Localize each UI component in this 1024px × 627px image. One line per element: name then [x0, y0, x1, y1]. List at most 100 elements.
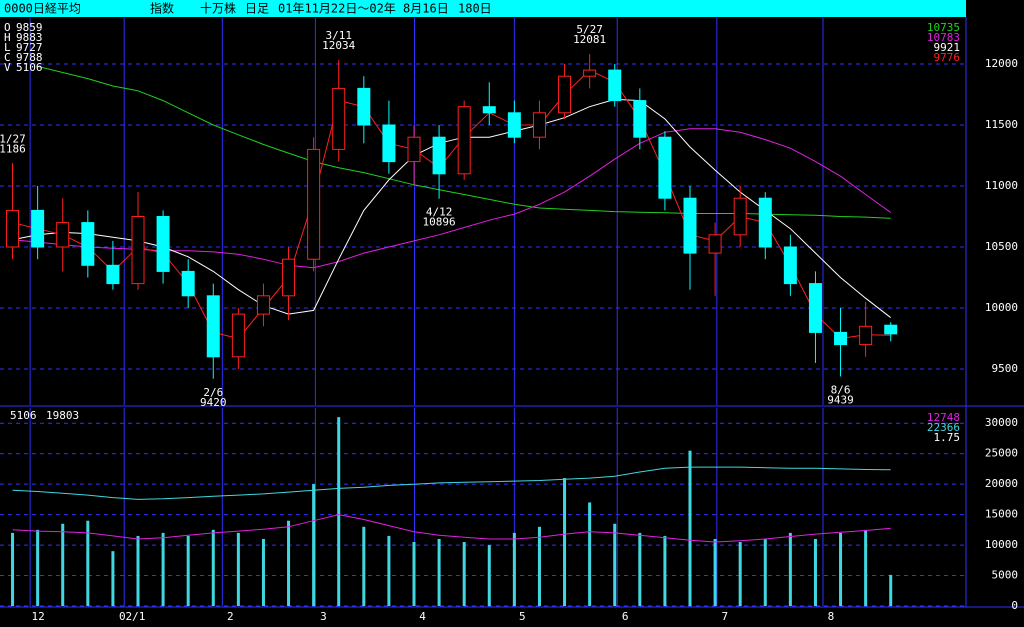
y-tick-label: 0 — [1011, 599, 1018, 612]
moving-average — [37, 65, 891, 219]
annotation-date: 3/11 — [325, 29, 352, 42]
legend-value: 9921 — [934, 41, 961, 54]
volume-bar — [864, 529, 868, 606]
annotation-value: 1186 — [0, 142, 26, 155]
legend-value: 9776 — [934, 51, 961, 64]
y-tick-label: 10000 — [985, 538, 1018, 551]
ohlcv-value: 9859 — [16, 21, 43, 34]
volume-bar — [813, 538, 817, 606]
volume-bar — [186, 535, 190, 606]
volume-bar — [61, 523, 65, 606]
candle-body — [808, 283, 822, 333]
volume-info: 5106 — [10, 409, 37, 422]
y-tick-label: 10000 — [985, 301, 1018, 314]
volume-bar — [261, 538, 265, 606]
candle-body — [733, 197, 747, 236]
volume-bar — [462, 542, 466, 606]
annotation-value: 12081 — [573, 33, 606, 46]
x-tick-label: 4 — [419, 610, 426, 623]
candle-body — [457, 106, 471, 175]
y-tick-label: 20000 — [985, 477, 1018, 490]
y-tick-label: 11500 — [985, 118, 1018, 131]
ohlcv-value: 9727 — [16, 41, 43, 54]
volume-bar — [588, 502, 592, 606]
candle-body — [231, 313, 245, 358]
candle-body — [532, 112, 546, 138]
candle-body — [407, 136, 421, 163]
volume-bar — [86, 520, 90, 606]
volume-bar — [763, 538, 767, 606]
volume-bar — [563, 478, 567, 606]
x-tick-label: 2 — [227, 610, 234, 623]
annotation-date: 1/27 — [0, 132, 26, 145]
candle-body — [834, 331, 848, 346]
candle-body — [181, 270, 195, 297]
candle-body — [256, 295, 270, 315]
y-tick-label: 9500 — [992, 362, 1019, 375]
annotation-date: 5/27 — [576, 23, 603, 36]
period: 日足 — [245, 2, 269, 16]
x-tick-label: 7 — [722, 610, 729, 623]
ohlcv-label: O — [4, 21, 11, 34]
volume-ratio: 1.75 — [934, 431, 961, 444]
volume-bar — [312, 484, 316, 606]
candle-body — [81, 222, 95, 266]
candle-body — [156, 216, 170, 272]
kind: 指数 — [150, 1, 174, 16]
legend-value: 22366 — [927, 421, 960, 434]
candle-body — [282, 258, 296, 297]
volume-bar — [663, 535, 667, 606]
volume-bar — [387, 535, 391, 606]
volume-bar — [11, 532, 15, 606]
legend-value: 12748 — [927, 411, 960, 424]
ohlcv-label: H — [4, 31, 11, 44]
moving-average — [12, 466, 891, 500]
volume-bar — [512, 532, 516, 606]
volume-bar — [487, 545, 491, 606]
ohlcv-value: 9883 — [16, 31, 43, 44]
range: 01年11月22日～02年 8月16日 — [278, 2, 449, 16]
candle-body — [758, 197, 772, 248]
candle-body — [206, 295, 220, 358]
candle-body — [56, 222, 70, 248]
volume-bar — [713, 538, 717, 606]
volume-bar — [136, 535, 140, 606]
candle-body — [382, 124, 396, 163]
volume-bar — [638, 532, 642, 606]
x-tick-label: 5 — [519, 610, 526, 623]
ohlcv-label: C — [4, 51, 11, 64]
ohlcv-value: 9788 — [16, 51, 43, 64]
y-tick-label: 11000 — [985, 179, 1018, 192]
symbol: 0000日経平均 — [4, 2, 81, 16]
ohlcv-value: 5106 — [16, 61, 43, 74]
y-tick-label: 10500 — [985, 240, 1018, 253]
volume-bar — [36, 529, 40, 606]
candle-body — [432, 136, 446, 175]
candle-body — [783, 246, 797, 285]
days: 180日 — [458, 2, 492, 16]
volume-bar — [613, 523, 617, 606]
candle-body — [31, 209, 45, 248]
volume-bar — [839, 532, 843, 606]
volume-bar — [889, 574, 893, 606]
candle-body — [608, 69, 622, 102]
volume-bar — [161, 532, 165, 606]
x-tick-label: 8 — [828, 610, 835, 623]
candle-body — [558, 75, 572, 114]
ohlcv-label: V — [4, 61, 11, 74]
annotation-date: 4/12 — [426, 206, 453, 219]
annotation-date: 8/6 — [831, 383, 851, 396]
candle-body — [884, 324, 898, 335]
volume-bar — [412, 542, 416, 606]
candle-body — [658, 136, 672, 199]
legend-value: 10783 — [927, 31, 960, 44]
candle-body — [332, 87, 346, 150]
volume-bar — [111, 551, 115, 606]
volume-bar — [688, 450, 692, 606]
annotation-value: 9420 — [200, 396, 227, 409]
y-tick-label: 12000 — [985, 57, 1018, 70]
volume-bar — [337, 417, 341, 606]
moving-average — [12, 514, 891, 543]
candle-body — [357, 87, 371, 126]
